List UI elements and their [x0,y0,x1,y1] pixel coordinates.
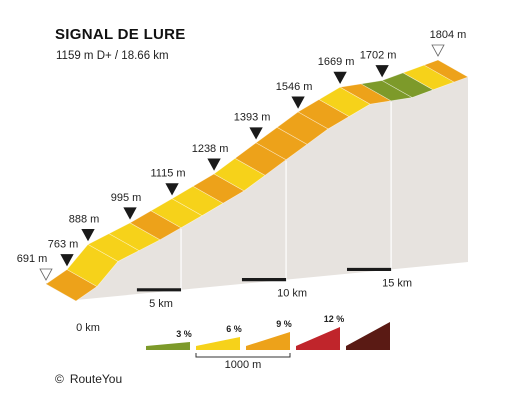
distance-tick-label: 0 km [76,322,100,334]
elevation-marker [165,183,179,196]
legend-wedge [246,332,290,346]
elevation-label: 1393 m [234,112,271,124]
legend-label: 9 % [276,319,292,329]
elevation-marker [123,207,137,220]
elevation-label: 1804 m [430,29,467,41]
legend-swatch [346,346,390,350]
elevation-label: 1546 m [276,81,313,93]
copyright-text: RouteYou [69,372,123,386]
elevation-label: 1669 m [318,56,355,68]
legend-swatch [196,346,240,350]
gradient-legend: 3 % 6 % 9 % 12 % 1000 m [146,314,390,371]
gradient-segment [423,59,469,83]
copyright: © RouteYou [55,372,122,386]
elevation-marker [249,127,263,140]
legend-label: 3 % [176,329,192,339]
legend-label: 12 % [324,314,345,324]
elevation-label: 1238 m [192,143,229,155]
legend-label: 6 % [226,324,242,334]
elevation-marker [375,65,389,78]
legend-swatch [296,346,340,350]
distance-axis: 0 km 5 km 10 km 15 km [76,101,412,334]
elevation-label: 763 m [48,239,79,251]
elevation-marker-open [39,268,53,281]
legend-wedge [196,337,240,346]
side-face [76,77,468,301]
elevation-marker [291,96,305,109]
chart-subtitle: 1159 m D+ / 18.66 km [56,50,169,62]
elevation-label: 995 m [111,192,142,204]
distance-tick-label: 5 km [149,298,173,310]
elevation-label: 1115 m [151,168,186,180]
legend-swatch [246,346,290,350]
legend-wedge [146,342,190,346]
elevation-label: 1702 m [360,50,397,62]
legend-swatch [146,346,190,350]
profile-top-strip [45,59,469,302]
elevation-label: 888 m [69,213,100,225]
elevation-marker [333,71,347,85]
legend-wedge [296,327,340,346]
elevation-marker-open [431,44,445,57]
copyright-icon: © [55,372,64,386]
legend-scale-label: 1000 m [225,359,262,371]
elevation-marker [81,228,95,242]
elevation-marker [60,254,74,267]
elevation-marker [207,158,221,171]
distance-tick-label: 15 km [382,277,412,289]
legend-scale-bracket [195,353,291,358]
distance-tick-label: 10 km [277,288,307,300]
chart-title: SIGNAL DE LURE [55,26,186,43]
elevation-label: 691 m [17,253,48,265]
legend-wedge [346,322,390,346]
